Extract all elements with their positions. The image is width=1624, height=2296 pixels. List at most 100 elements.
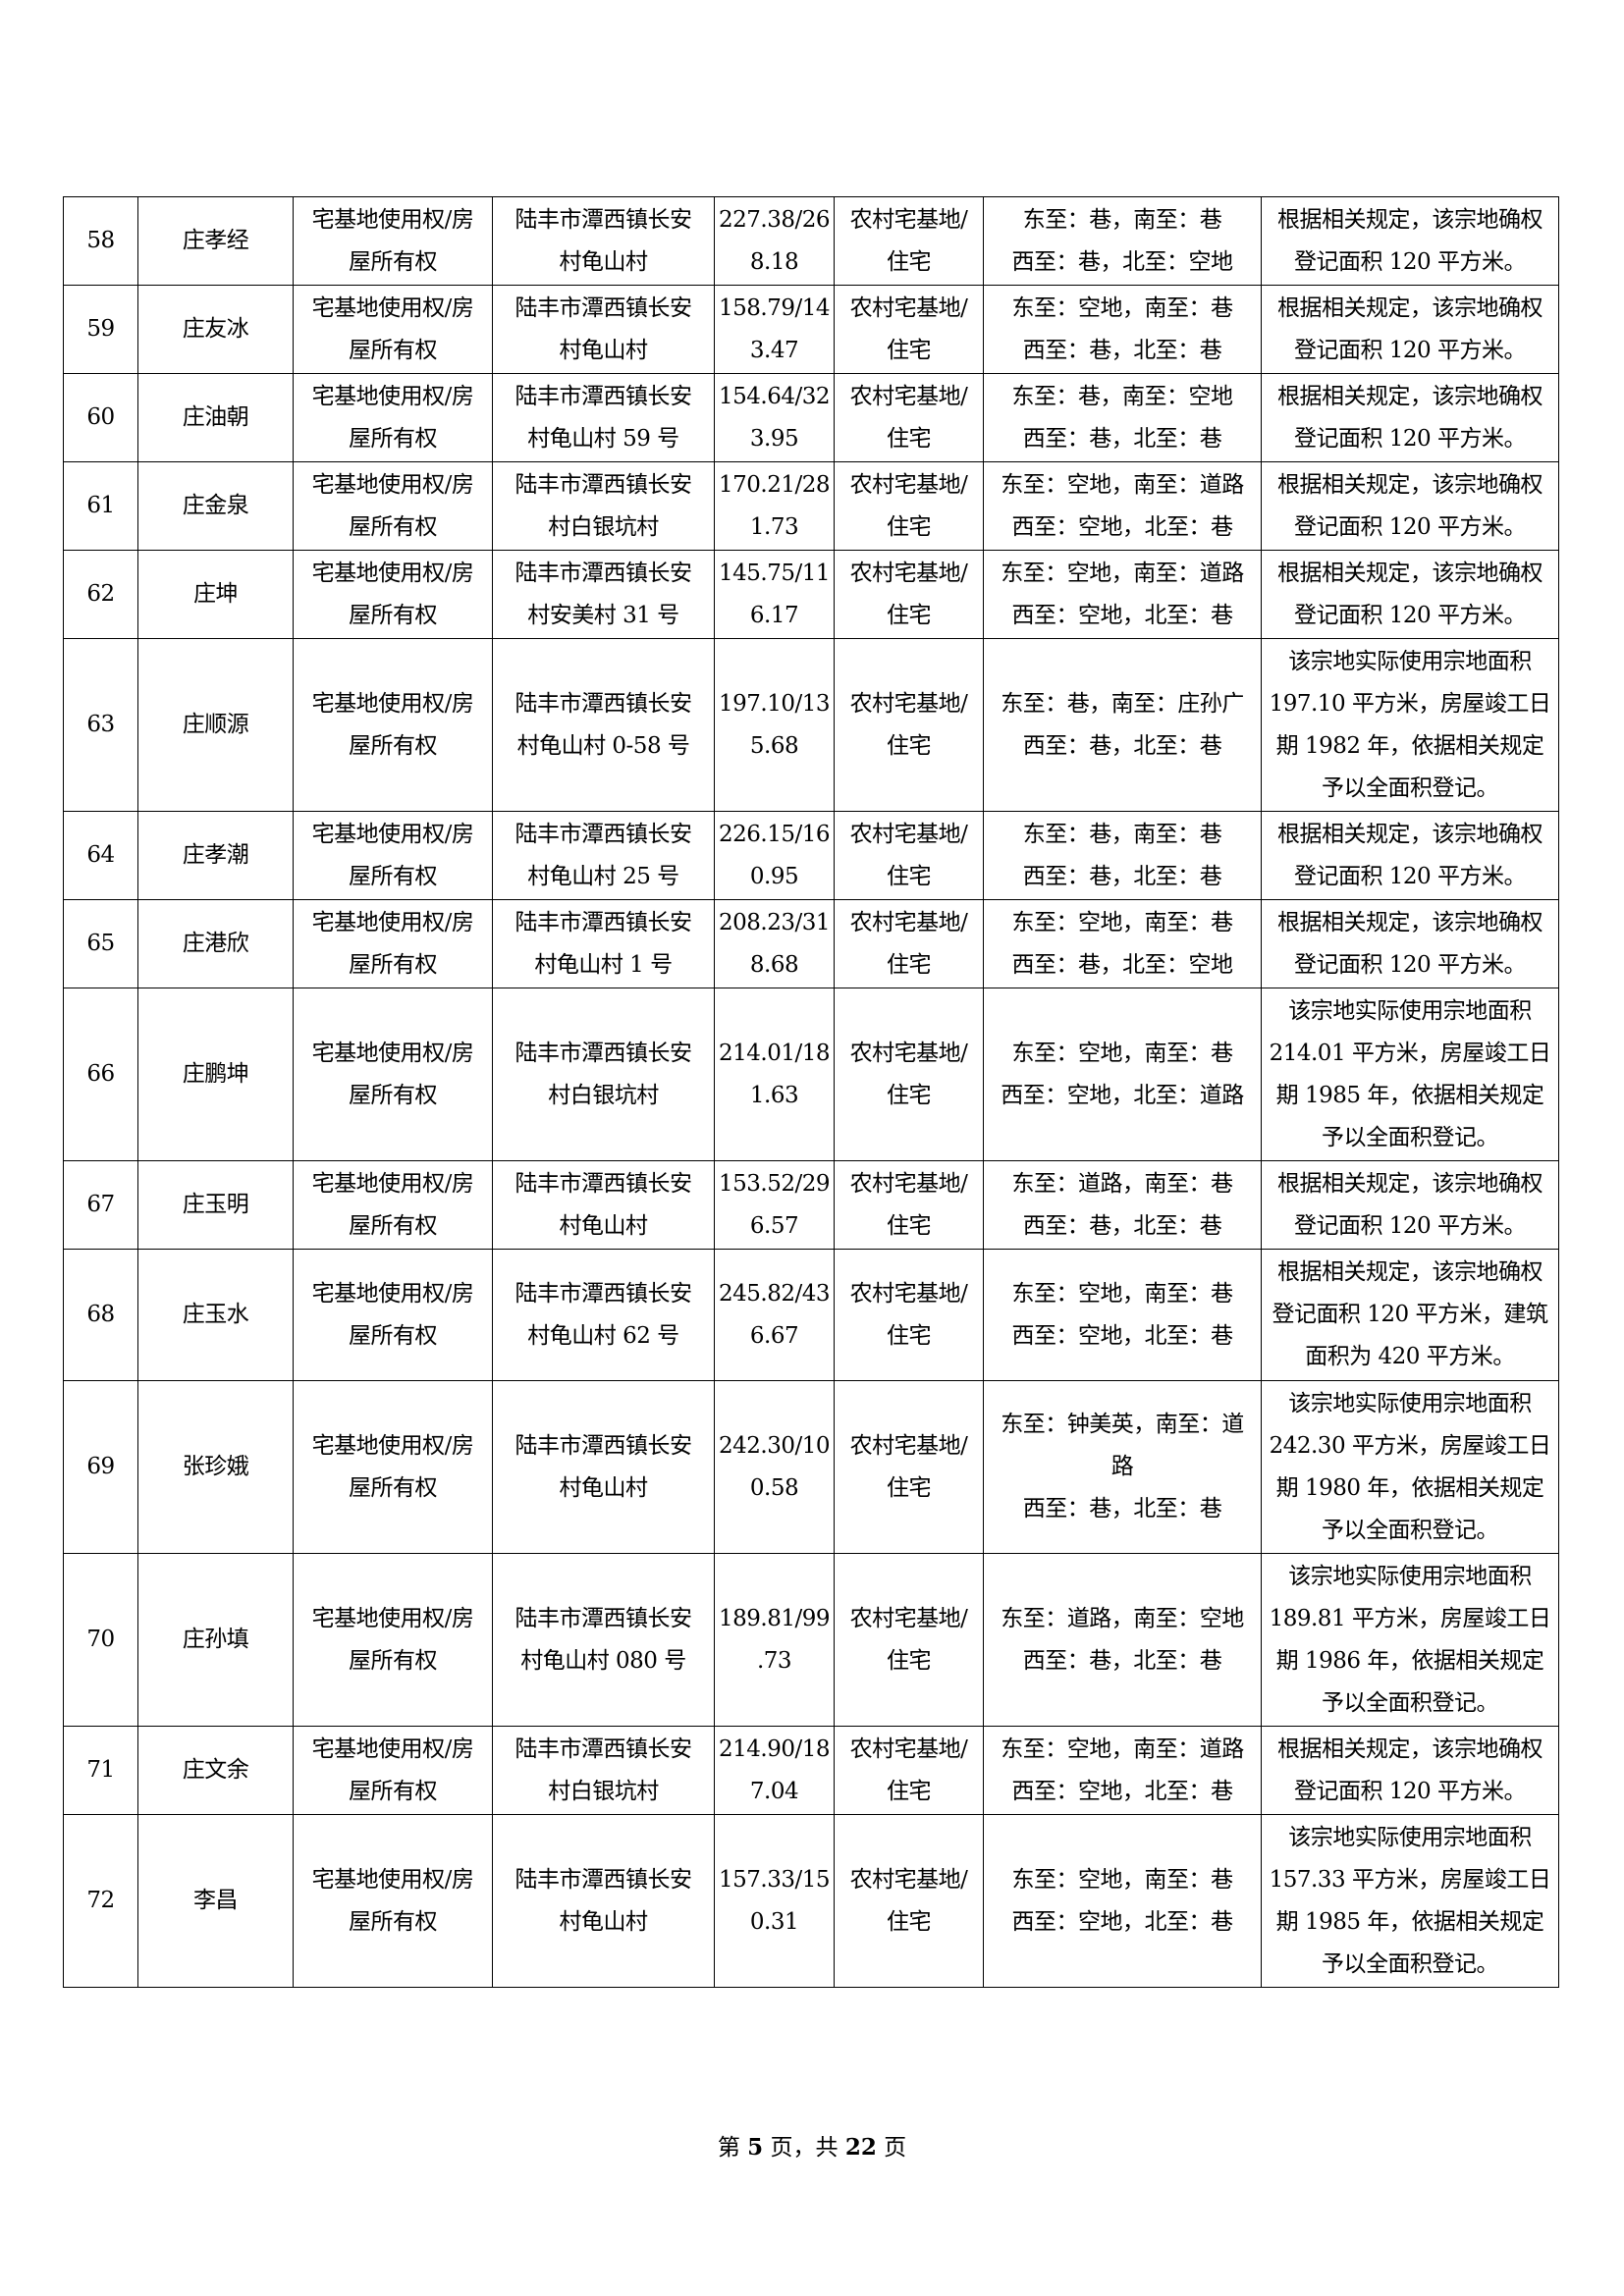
- cell-land-use: 农村宅基地/ 住宅: [834, 811, 984, 900]
- cell-boundaries: 东至：巷，南至：巷 西至：巷，北至：空地: [983, 196, 1262, 286]
- cell-land-location: 陆丰市潭西镇长安 村龟山村 62 号: [492, 1249, 715, 1381]
- cell-land-area: 227.38/26 8.18: [714, 196, 835, 286]
- cell-owner-name: 张珍娥: [137, 1380, 294, 1554]
- cell-owner-name: 庄金泉: [137, 461, 294, 551]
- cell-boundaries: 东至：空地，南至：巷 西至：巷，北至：空地: [983, 899, 1262, 988]
- table-row: 64 庄孝潮 宅基地使用权/房 屋所有权 陆丰市潭西镇长安 村龟山村 25 号 226.…: [63, 811, 1559, 900]
- table-row: 59 庄友冰 宅基地使用权/房 屋所有权 陆丰市潭西镇长安 村龟山村 158.79/14…: [63, 285, 1559, 374]
- cell-row-number: 70: [63, 1553, 138, 1727]
- cell-row-number: 68: [63, 1249, 138, 1381]
- cell-owner-name: 庄港欣: [137, 899, 294, 988]
- cell-owner-name: 庄油朝: [137, 373, 294, 462]
- table-row: 65 庄港欣 宅基地使用权/房 屋所有权 陆丰市潭西镇长安 村龟山村 1 号 208.2…: [63, 899, 1559, 988]
- cell-boundaries: 东至：钟美英，南至：道 路 西至：巷，北至：巷: [983, 1380, 1262, 1554]
- cell-remarks: 根据相关规定，该宗地确权 登记面积 120 平方米。: [1261, 461, 1559, 551]
- cell-boundaries: 东至：空地，南至：巷 西至：巷，北至：巷: [983, 285, 1262, 374]
- cell-remarks: 根据相关规定，该宗地确权 登记面积 120 平方米。: [1261, 196, 1559, 286]
- cell-right-type: 宅基地使用权/房 屋所有权: [293, 1249, 493, 1381]
- cell-land-location: 陆丰市潭西镇长安 村龟山村: [492, 1814, 715, 1988]
- cell-boundaries: 东至：巷，南至：庄孙广 西至：巷，北至：巷: [983, 638, 1262, 812]
- cell-land-area: 157.33/15 0.31: [714, 1814, 835, 1988]
- cell-owner-name: 庄友冰: [137, 285, 294, 374]
- cell-land-location: 陆丰市潭西镇长安 村白银坑村: [492, 988, 715, 1161]
- footer-prefix: 第: [717, 2135, 740, 2161]
- cell-row-number: 62: [63, 550, 138, 639]
- cell-land-use: 农村宅基地/ 住宅: [834, 1553, 984, 1727]
- cell-land-area: 214.90/18 7.04: [714, 1726, 835, 1815]
- table-row: 68 庄玉水 宅基地使用权/房 屋所有权 陆丰市潭西镇长安 村龟山村 62 号 245.…: [63, 1249, 1559, 1381]
- table-row: 63 庄顺源 宅基地使用权/房 屋所有权 陆丰市潭西镇长安 村龟山村 0-58 号 19…: [63, 638, 1559, 812]
- cell-land-area: 154.64/32 3.95: [714, 373, 835, 462]
- cell-land-location: 陆丰市潭西镇长安 村龟山村: [492, 1160, 715, 1250]
- cell-row-number: 69: [63, 1380, 138, 1554]
- cell-row-number: 63: [63, 638, 138, 812]
- cell-land-area: 242.30/10 0.58: [714, 1380, 835, 1554]
- cell-boundaries: 东至：空地，南至：巷 西至：空地，北至：巷: [983, 1814, 1262, 1988]
- cell-boundaries: 东至：巷，南至：巷 西至：巷，北至：巷: [983, 811, 1262, 900]
- cell-row-number: 66: [63, 988, 138, 1161]
- cell-row-number: 61: [63, 461, 138, 551]
- current-page: 5: [747, 2134, 764, 2161]
- cell-land-location: 陆丰市潭西镇长安 村龟山村: [492, 1380, 715, 1554]
- cell-owner-name: 庄文余: [137, 1726, 294, 1815]
- cell-owner-name: 李昌: [137, 1814, 294, 1988]
- cell-land-location: 陆丰市潭西镇长安 村龟山村 0-58 号: [492, 638, 715, 812]
- cell-owner-name: 庄坤: [137, 550, 294, 639]
- table-row: 60 庄油朝 宅基地使用权/房 屋所有权 陆丰市潭西镇长安 村龟山村 59 号 154.…: [63, 373, 1559, 462]
- cell-boundaries: 东至：空地，南至：道路 西至：空地，北至：巷: [983, 1726, 1262, 1815]
- cell-row-number: 67: [63, 1160, 138, 1250]
- cell-row-number: 71: [63, 1726, 138, 1815]
- cell-land-location: 陆丰市潭西镇长安 村龟山村: [492, 196, 715, 286]
- cell-boundaries: 东至：道路，南至：空地 西至：巷，北至：巷: [983, 1553, 1262, 1727]
- cell-owner-name: 庄孝经: [137, 196, 294, 286]
- cell-land-use: 农村宅基地/ 住宅: [834, 638, 984, 812]
- cell-right-type: 宅基地使用权/房 屋所有权: [293, 638, 493, 812]
- cell-remarks: 根据相关规定，该宗地确权 登记面积 120 平方米。: [1261, 373, 1559, 462]
- page-footer: 第 5 页，共 22 页: [0, 2128, 1624, 2162]
- cell-remarks: 该宗地实际使用宗地面积 157.33 平方米，房屋竣工日 期 1985 年，依据…: [1261, 1814, 1559, 1988]
- cell-land-location: 陆丰市潭西镇长安 村龟山村 59 号: [492, 373, 715, 462]
- footer-mid: 页，共: [770, 2135, 839, 2161]
- cell-land-area: 214.01/18 1.63: [714, 988, 835, 1161]
- cell-remarks: 该宗地实际使用宗地面积 189.81 平方米，房屋竣工日 期 1986 年，依据…: [1261, 1553, 1559, 1727]
- cell-boundaries: 东至：空地，南至：巷 西至：空地，北至：道路: [983, 988, 1262, 1161]
- cell-land-location: 陆丰市潭西镇长安 村龟山村: [492, 285, 715, 374]
- cell-right-type: 宅基地使用权/房 屋所有权: [293, 1814, 493, 1988]
- cell-remarks: 根据相关规定，该宗地确权 登记面积 120 平方米。: [1261, 550, 1559, 639]
- cell-right-type: 宅基地使用权/房 屋所有权: [293, 811, 493, 900]
- cell-land-area: 170.21/28 1.73: [714, 461, 835, 551]
- cell-land-location: 陆丰市潭西镇长安 村龟山村 1 号: [492, 899, 715, 988]
- cell-land-use: 农村宅基地/ 住宅: [834, 899, 984, 988]
- cell-land-area: 245.82/43 6.67: [714, 1249, 835, 1381]
- cell-land-use: 农村宅基地/ 住宅: [834, 285, 984, 374]
- cell-owner-name: 庄孝潮: [137, 811, 294, 900]
- cell-right-type: 宅基地使用权/房 屋所有权: [293, 550, 493, 639]
- cell-land-use: 农村宅基地/ 住宅: [834, 1814, 984, 1988]
- cell-land-area: 158.79/14 3.47: [714, 285, 835, 374]
- cell-row-number: 59: [63, 285, 138, 374]
- table-row: 72 李昌 宅基地使用权/房 屋所有权 陆丰市潭西镇长安 村龟山村 157.33/15 …: [63, 1814, 1559, 1988]
- cell-right-type: 宅基地使用权/房 屋所有权: [293, 1380, 493, 1554]
- cell-land-area: 189.81/99 .73: [714, 1553, 835, 1727]
- cell-row-number: 58: [63, 196, 138, 286]
- cell-land-use: 农村宅基地/ 住宅: [834, 1726, 984, 1815]
- total-pages: 22: [844, 2134, 877, 2161]
- cell-land-location: 陆丰市潭西镇长安 村白银坑村: [492, 1726, 715, 1815]
- cell-row-number: 64: [63, 811, 138, 900]
- cell-row-number: 60: [63, 373, 138, 462]
- cell-owner-name: 庄玉明: [137, 1160, 294, 1250]
- cell-owner-name: 庄鹏坤: [137, 988, 294, 1161]
- cell-remarks: 根据相关规定，该宗地确权 登记面积 120 平方米。: [1261, 899, 1559, 988]
- cell-right-type: 宅基地使用权/房 屋所有权: [293, 285, 493, 374]
- cell-land-area: 197.10/13 5.68: [714, 638, 835, 812]
- cell-row-number: 72: [63, 1814, 138, 1988]
- registration-table: 58 庄孝经 宅基地使用权/房 屋所有权 陆丰市潭西镇长安 村龟山村 227.38/26…: [63, 196, 1559, 1988]
- cell-land-location: 陆丰市潭西镇长安 村安美村 31 号: [492, 550, 715, 639]
- cell-land-area: 145.75/11 6.17: [714, 550, 835, 639]
- cell-row-number: 65: [63, 899, 138, 988]
- cell-boundaries: 东至：空地，南至：道路 西至：空地，北至：巷: [983, 461, 1262, 551]
- cell-land-use: 农村宅基地/ 住宅: [834, 1380, 984, 1554]
- cell-owner-name: 庄玉水: [137, 1249, 294, 1381]
- cell-right-type: 宅基地使用权/房 屋所有权: [293, 1726, 493, 1815]
- cell-remarks: 该宗地实际使用宗地面积 242.30 平方米，房屋竣工日 期 1980 年，依据…: [1261, 1380, 1559, 1554]
